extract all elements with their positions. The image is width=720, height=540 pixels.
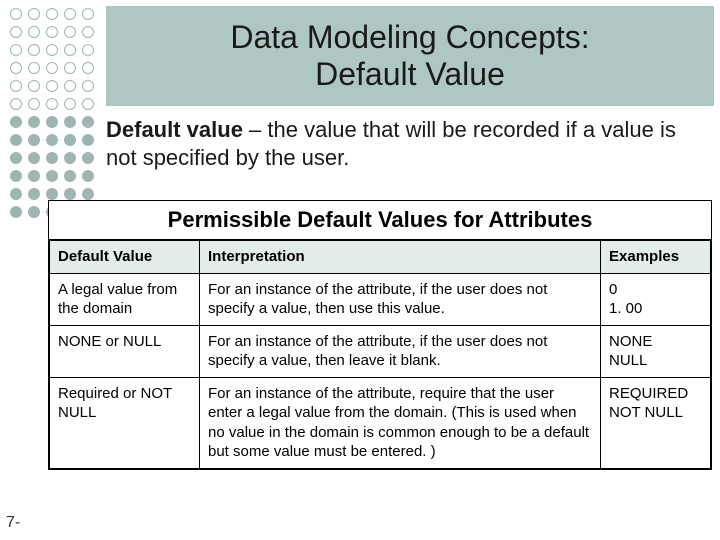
- dot-icon: [46, 134, 58, 146]
- dot-icon: [28, 206, 40, 218]
- dot-icon: [64, 134, 76, 146]
- dot-icon: [46, 152, 58, 164]
- dot-icon: [46, 188, 58, 200]
- dot-icon: [28, 8, 40, 20]
- dot-icon: [82, 188, 94, 200]
- dot-icon: [10, 152, 22, 164]
- dot-icon: [82, 26, 94, 38]
- dot-icon: [28, 134, 40, 146]
- permissible-values-table: Permissible Default Values for Attribute…: [48, 200, 712, 470]
- dot-icon: [82, 134, 94, 146]
- dot-icon: [28, 44, 40, 56]
- dot-icon: [82, 44, 94, 56]
- definition-text: Default value – the value that will be r…: [106, 116, 700, 171]
- dot-icon: [82, 8, 94, 20]
- dot-icon: [64, 98, 76, 110]
- cell-default: NONE or NULL: [50, 325, 200, 377]
- dot-icon: [64, 26, 76, 38]
- dot-icon: [28, 80, 40, 92]
- dot-icon: [64, 62, 76, 74]
- dot-icon: [46, 170, 58, 182]
- title-band: Data Modeling Concepts:Default Value: [106, 6, 714, 106]
- page-number: 7-: [6, 514, 20, 532]
- permissible-values-grid: Default Value Interpretation Examples A …: [49, 240, 711, 469]
- dot-icon: [64, 44, 76, 56]
- cell-interpretation: For an instance of the attribute, requir…: [200, 377, 601, 468]
- table-title: Permissible Default Values for Attribute…: [49, 201, 711, 240]
- dot-icon: [64, 116, 76, 128]
- table-row: A legal value from the domain For an ins…: [50, 273, 711, 325]
- dot-icon: [10, 62, 22, 74]
- dot-icon: [10, 206, 22, 218]
- dot-icon: [46, 26, 58, 38]
- dot-icon: [82, 116, 94, 128]
- dot-icon: [82, 62, 94, 74]
- dot-icon: [10, 80, 22, 92]
- cell-interpretation: For an instance of the attribute, if the…: [200, 273, 601, 325]
- col-header-examples: Examples: [601, 241, 711, 274]
- dot-icon: [64, 170, 76, 182]
- dot-icon: [82, 80, 94, 92]
- dot-icon: [46, 116, 58, 128]
- dot-icon: [46, 8, 58, 20]
- col-header-default: Default Value: [50, 241, 200, 274]
- dot-icon: [10, 44, 22, 56]
- dot-icon: [28, 26, 40, 38]
- dot-icon: [64, 188, 76, 200]
- table-row: Required or NOT NULL For an instance of …: [50, 377, 711, 468]
- table-header-row: Default Value Interpretation Examples: [50, 241, 711, 274]
- dot-icon: [10, 26, 22, 38]
- cell-examples: REQUIREDNOT NULL: [601, 377, 711, 468]
- cell-default: A legal value from the domain: [50, 273, 200, 325]
- dot-icon: [64, 8, 76, 20]
- dot-icon: [82, 98, 94, 110]
- dot-icon: [28, 62, 40, 74]
- cell-examples: 01. 00: [601, 273, 711, 325]
- dot-icon: [10, 188, 22, 200]
- dot-icon: [46, 62, 58, 74]
- cell-default: Required or NOT NULL: [50, 377, 200, 468]
- dot-icon: [28, 188, 40, 200]
- dot-icon: [10, 116, 22, 128]
- dot-icon: [46, 80, 58, 92]
- dot-icon: [46, 44, 58, 56]
- dot-icon: [28, 98, 40, 110]
- dot-icon: [46, 98, 58, 110]
- decorative-dot-grid: [10, 8, 98, 222]
- cell-examples: NONENULL: [601, 325, 711, 377]
- col-header-interpretation: Interpretation: [200, 241, 601, 274]
- dot-icon: [82, 170, 94, 182]
- dot-icon: [28, 152, 40, 164]
- dot-icon: [28, 170, 40, 182]
- dot-icon: [10, 134, 22, 146]
- dot-icon: [28, 116, 40, 128]
- table-row: NONE or NULL For an instance of the attr…: [50, 325, 711, 377]
- dot-icon: [64, 152, 76, 164]
- dot-icon: [10, 170, 22, 182]
- dot-icon: [64, 80, 76, 92]
- slide-title: Data Modeling Concepts:Default Value: [230, 19, 589, 93]
- dot-icon: [10, 98, 22, 110]
- definition-term: Default value: [106, 117, 243, 142]
- dot-icon: [10, 8, 22, 20]
- dot-icon: [82, 152, 94, 164]
- cell-interpretation: For an instance of the attribute, if the…: [200, 325, 601, 377]
